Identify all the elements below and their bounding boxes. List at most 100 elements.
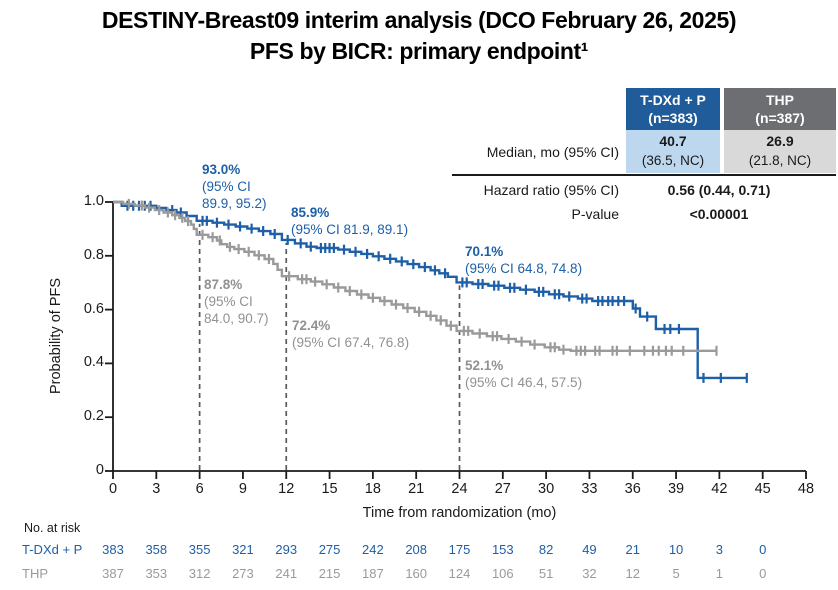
landmark-annotation: 52.1% (95% CI 46.4, 57.5) [465,357,582,391]
y-tick-label: 0 [95,462,104,478]
x-tick-label: 30 [538,481,555,497]
landmark-ci: (95% CI 64.8, 74.8) [465,261,583,276]
x-tick-label: 48 [797,481,815,497]
y-axis-title: Probability of PFS [48,277,64,395]
hazard-ratio-value: 0.56 (0.44, 0.71) [667,182,771,198]
stats-divider [452,174,836,176]
risk-count: 321 [232,542,254,557]
tdxd-header-cell: T-DXd + P (n=383) [626,88,720,130]
landmark-percent: 70.1% [465,244,504,259]
thp-header-n: (n=387) [755,110,805,126]
x-tick-label: 45 [754,481,771,497]
landmark-ci: (95% CI [202,179,251,194]
landmark-percent: 93.0% [202,162,241,177]
risk-count: 124 [448,566,471,581]
x-tick-label: 21 [408,481,425,497]
risk-count: 175 [448,542,471,557]
risk-count: 82 [538,542,554,557]
landmark-annotation: 72.4% (95% CI 67.4, 76.8) [292,317,409,351]
landmark-annotation: 85.9% (95% CI 81.9, 89.1) [291,204,408,238]
km-curve-t-dxd-p [113,200,747,380]
median-thp-ci: (21.8, NC) [748,153,812,168]
landmark-annotation: 70.1% (95% CI 64.8, 74.8) [465,243,582,277]
landmark-ci: (95% CI [204,294,253,309]
pvalue-row: P-value <0.00001 [452,204,836,224]
median-thp-value: 26.9 [766,133,794,149]
y-tick-label: 0.8 [83,246,104,263]
risk-count: 355 [188,542,211,557]
risk-count: 293 [275,542,298,557]
landmark-ci: 84.0, 90.7) [204,311,269,326]
pvalue-label: P-value [571,206,619,222]
risk-count: 32 [582,566,597,581]
x-tick-label: 12 [278,481,295,497]
landmark-percent: 85.9% [291,205,330,220]
risk-count: 273 [232,566,254,581]
y-tick-label: 0.6 [83,300,104,317]
x-tick-label: 27 [494,481,511,497]
risk-count: 187 [362,566,384,581]
x-tick-label: 18 [364,481,381,497]
x-tick-label: 39 [667,481,685,497]
risk-count: 387 [102,566,124,581]
risk-count: 353 [145,566,168,581]
x-tick-label: 42 [711,481,728,497]
risk-count: 160 [405,566,428,581]
hazard-ratio-label: Hazard ratio (95% CI) [483,182,619,198]
risk-count: 51 [538,566,554,581]
risk-count: 49 [582,542,597,557]
tdxd-header-name: T-DXd + P [640,92,706,108]
risk-count: 241 [275,566,298,581]
median-row: Median, mo (95% CI) 40.7 (36.5, NC) 26.9… [452,130,836,173]
tdxd-header-n: (n=383) [648,110,698,126]
landmark-percent: 72.4% [292,318,331,333]
x-tick-label: 24 [451,481,468,497]
risk-table-title: No. at risk [24,521,81,535]
stats-header-row: T-DXd + P (n=383) THP (n=387) [452,88,836,130]
risk-count: 5 [672,566,680,581]
median-thp-cell: 26.9 (21.8, NC) [724,130,836,173]
risk-count: 10 [668,542,684,557]
landmark-percent: 52.1% [465,358,504,373]
y-tick-label: 0.4 [83,354,104,371]
risk-count: 106 [491,566,514,581]
median-tdxd-value: 40.7 [659,133,687,149]
x-tick-label: 15 [321,481,338,497]
risk-count: 0 [759,566,767,581]
risk-count: 275 [318,542,341,557]
y-tick-label: 1.0 [83,193,104,209]
km-curve-thp [113,200,717,352]
risk-count: 215 [318,566,341,581]
landmark-annotation: 93.0% (95% CI 89.9, 95.2) [202,161,267,212]
risk-count: 383 [102,542,124,557]
risk-count: 21 [625,542,640,557]
median-row-label: Median, mo (95% CI) [486,143,619,160]
x-axis-title: Time from randomization (mo) [362,505,557,521]
x-tick-label: 3 [152,481,161,497]
title-line-2: PFS by BICR: primary endpoint¹ [249,38,589,64]
x-tick-label: 33 [581,481,598,497]
landmark-ci: 89.9, 95.2) [202,196,267,211]
risk-count: 153 [491,542,514,557]
landmark-ci: (95% CI 81.9, 89.1) [291,222,409,237]
risk-count: 312 [188,566,211,581]
title-line-1: DESTINY-Breast09 interim analysis (DCO F… [101,7,737,33]
x-tick-label: 6 [195,481,204,497]
landmark-ci: (95% CI 46.4, 57.5) [465,375,583,390]
median-tdxd-cell: 40.7 (36.5, NC) [626,130,720,173]
thp-header-cell: THP (n=387) [724,88,836,130]
landmark-ci: (95% CI 67.4, 76.8) [292,335,410,350]
pvalue-value: <0.00001 [689,206,749,222]
risk-count: 3 [715,542,723,557]
thp-header-name: THP [766,92,794,108]
risk-count: 12 [625,566,640,581]
risk-count: 1 [715,566,723,581]
risk-count: 0 [759,542,767,557]
risk-row-label-thp: THP [22,566,48,581]
slide-title: DESTINY-Breast09 interim analysis (DCO F… [0,5,838,67]
landmark-annotation: 87.8% (95% CI 84.0, 90.7) [204,276,269,327]
risk-count: 242 [362,542,384,557]
x-tick-label: 9 [238,481,247,497]
